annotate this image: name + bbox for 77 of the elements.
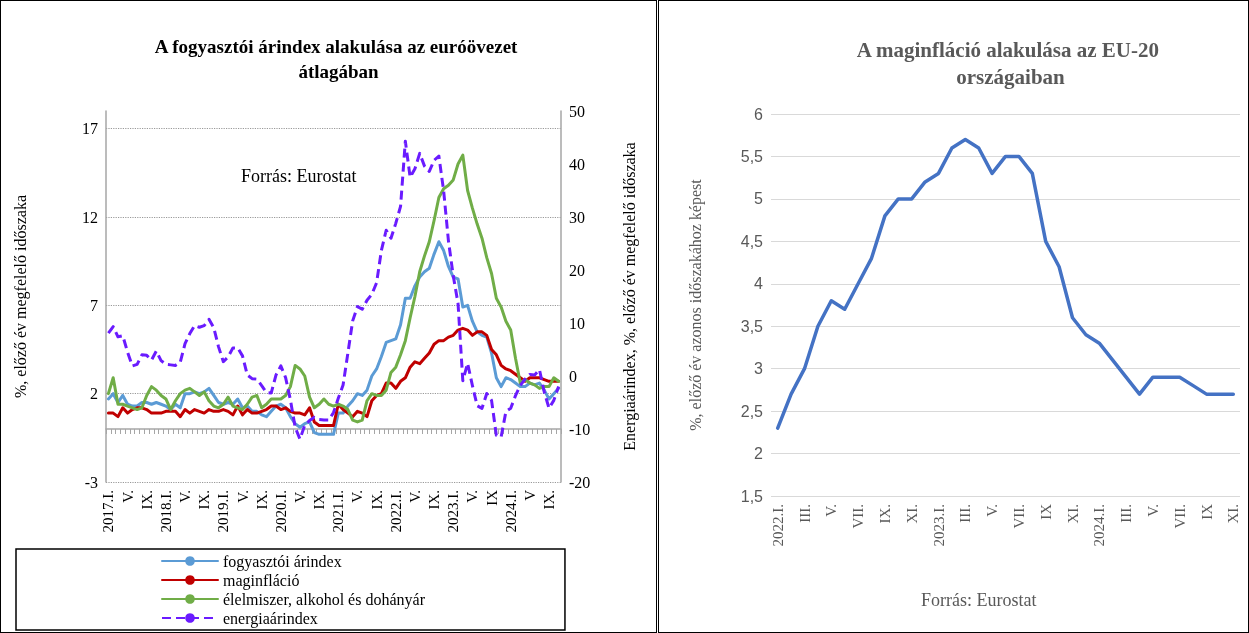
x-tick-label: IX.	[138, 490, 155, 510]
y2-tick-label: -20	[569, 473, 591, 491]
x-tick-label: IX.	[253, 490, 270, 510]
x-tick-label: IX.	[876, 504, 893, 524]
y-tick-label: 2	[90, 385, 98, 403]
x-tick-label: 2024.I.	[1091, 504, 1108, 547]
x-tick-label: V.	[464, 490, 481, 503]
y-tick-label: -3	[84, 473, 98, 491]
y-tick-label: 1,5	[740, 487, 764, 505]
x-tick-label: IX.	[311, 490, 328, 510]
x-tick-label: V.	[291, 490, 308, 503]
x-tick-label: IX	[1037, 503, 1054, 520]
x-tick-label: 2023.I.	[445, 490, 462, 533]
y-tick-label: 2	[754, 445, 764, 463]
x-tick-label: III.	[796, 504, 813, 523]
y-tick-label: 6	[754, 105, 764, 123]
x-tick-label: IX.	[196, 490, 213, 510]
x-tick-label: IX	[483, 489, 500, 506]
x-tick-label: V.	[349, 490, 366, 503]
y2-tick-label: -10	[569, 420, 591, 438]
legend-label: maginfláció	[223, 571, 300, 590]
x-tick-label: 2023.I.	[930, 504, 947, 547]
y2-tick-label: 0	[569, 367, 577, 385]
x-tick-label: 2018.I.	[157, 490, 174, 533]
y-tick-label: 4,5	[740, 232, 764, 250]
x-tick-label: 2022.I.	[769, 504, 786, 547]
y-axis-title: %, előző év azonos időszakához képest	[686, 178, 705, 431]
x-tick-label: V.	[177, 490, 194, 503]
x-tick-label: 2022.I.	[387, 490, 404, 533]
x-tick-label: IX.	[541, 490, 558, 510]
line-series	[775, 137, 1236, 430]
y-tick-label: 2,5	[740, 402, 764, 420]
annotation: Forrás: Eurostat	[241, 166, 357, 186]
y-tick-label: 5	[754, 190, 764, 208]
legend-label: élelmiszer, alkohol és dohányár	[223, 590, 426, 609]
y-tick-label: 3,5	[740, 317, 764, 335]
y2-tick-label: 10	[569, 314, 585, 332]
x-tick-label: V.	[406, 490, 423, 503]
chart-title: A maginfláció alakulása az EU-20 országaiban	[856, 37, 1165, 89]
x-tick-label: III.	[1118, 504, 1135, 523]
x-tick-label: V.	[234, 490, 251, 503]
y-tick-label: 5,5	[740, 147, 764, 165]
x-tick-label: 2019.I.	[215, 490, 232, 533]
x-tick-label: V.	[823, 504, 840, 517]
x-tick-label: 2020.I.	[272, 490, 289, 533]
y-tick-label: 7	[90, 296, 98, 314]
text: Forrás: Eurostat	[921, 590, 1037, 610]
chart-title: A fogyasztói árindex alakulása az euróövezet átlagában	[154, 36, 523, 82]
x-tick-label: 2021.I.	[330, 490, 347, 533]
x-tick-label: V.	[984, 504, 1001, 517]
x-tick-label: XI.	[1064, 504, 1081, 524]
x-tick-label: XI.	[903, 504, 920, 524]
x-tick-label: IX.	[426, 490, 443, 510]
x-tick-label: V.	[119, 490, 136, 503]
x-tick-label: IX.	[368, 490, 385, 510]
x-tick-label: VII.	[1171, 504, 1188, 529]
x-tick-label: IX	[1198, 503, 1215, 520]
legend-label: energiaárindex	[223, 609, 318, 628]
x-tick-label: VII.	[850, 504, 867, 529]
legend-label: fogyasztói árindex	[223, 552, 342, 571]
y-axis-title: %, előző év megfelelő időszaka	[11, 194, 30, 399]
y-tick-label: 3	[754, 360, 764, 378]
x-tick-label: V	[521, 489, 538, 501]
y2-tick-label: 20	[569, 261, 585, 279]
x-tick-label: V.	[1144, 504, 1161, 517]
y-tick-label: 4	[754, 275, 764, 293]
x-tick-label: III.	[957, 504, 974, 523]
y2-tick-label: 50	[569, 102, 585, 120]
y-tick-label: 12	[82, 208, 98, 226]
y2-tick-label: 40	[569, 155, 585, 173]
y2-axis-title: Energiaárindex, %, előző év megfelelő időszaka	[620, 142, 639, 451]
x-tick-label: VII.	[1010, 504, 1027, 529]
y-tick-label: 17	[82, 120, 98, 138]
x-tick-label: 2024.I.	[502, 490, 519, 533]
x-tick-label: XI.	[1225, 504, 1242, 524]
x-tick-label: 2017.I.	[100, 490, 117, 533]
y2-tick-label: 30	[569, 208, 585, 226]
